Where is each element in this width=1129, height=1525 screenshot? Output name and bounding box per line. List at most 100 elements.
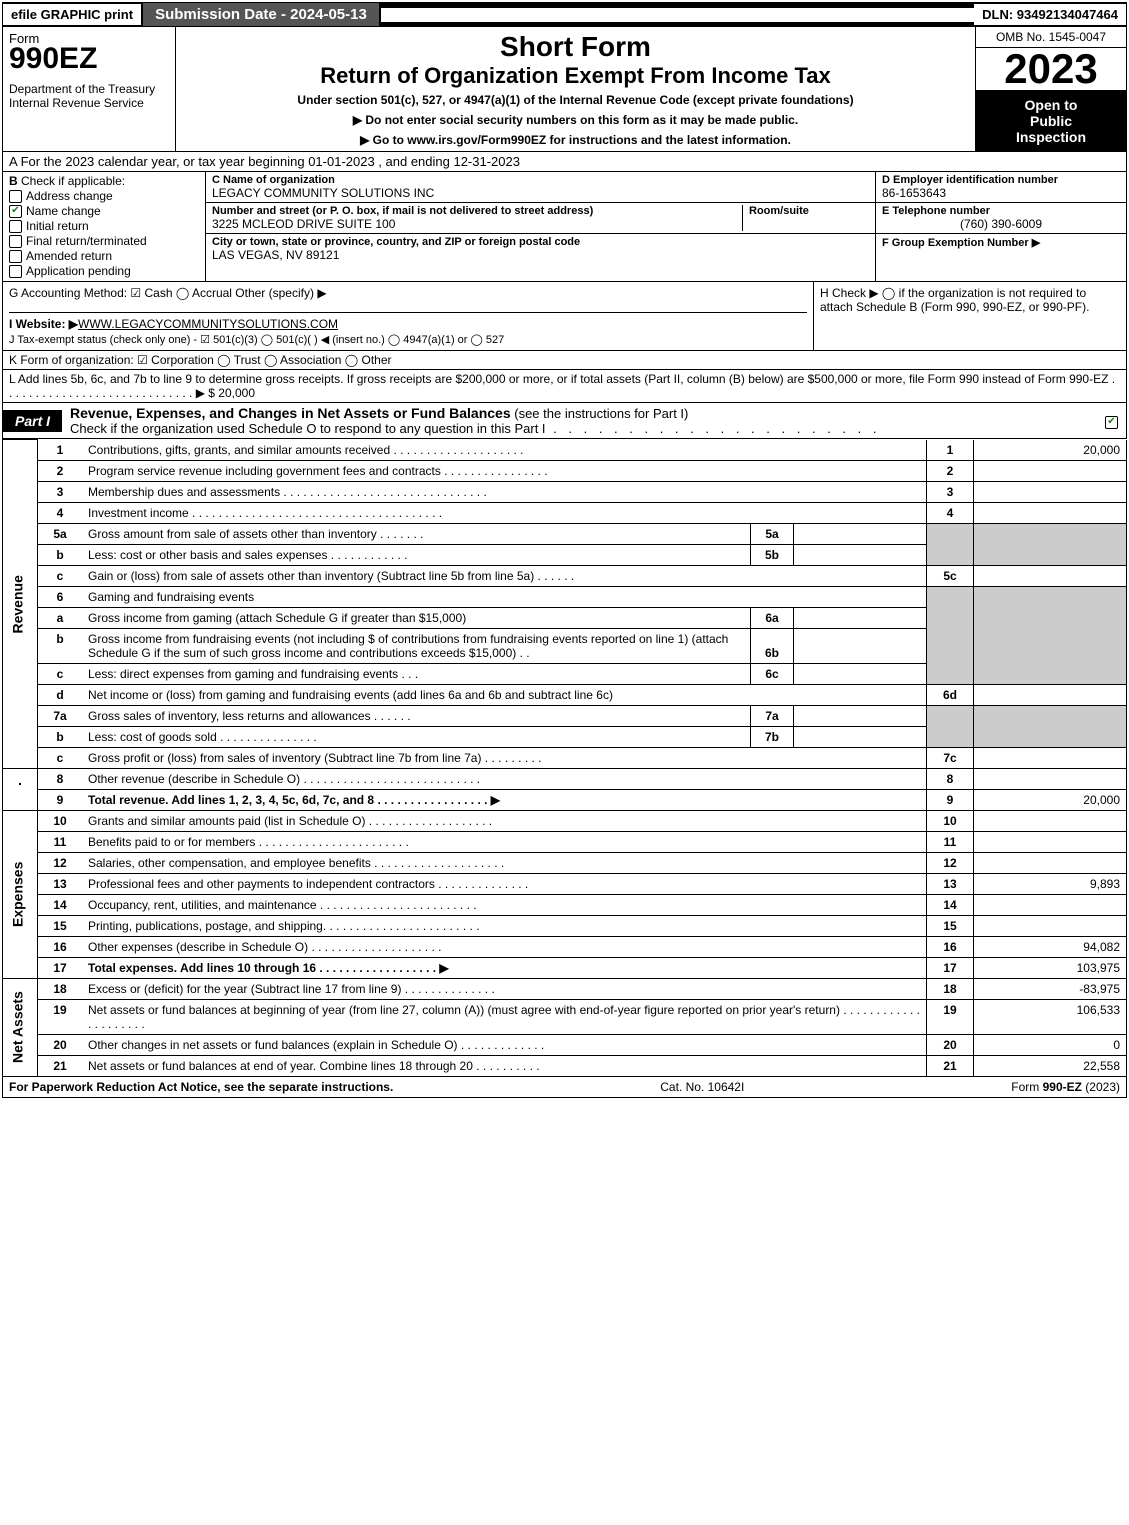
tel-row: E Telephone number (760) 390-6009 [876, 203, 1126, 234]
checkbox-initial[interactable] [9, 220, 22, 233]
cb-final[interactable]: Final return/terminated [9, 234, 199, 248]
l16-num: 16 [38, 936, 83, 957]
open2: Public [980, 113, 1122, 129]
l4-rval [974, 502, 1127, 523]
form-num: 990EZ [9, 42, 169, 76]
l16-desc: Other expenses (describe in Schedule O) … [82, 936, 927, 957]
checkbox-pending[interactable] [9, 265, 22, 278]
l10-rval [974, 810, 1127, 831]
checkbox-amended[interactable] [9, 250, 22, 263]
dln: DLN: 93492134047464 [974, 4, 1126, 25]
lines-table: Revenue 1 Contributions, gifts, grants, … [2, 439, 1127, 1077]
l15-num: 15 [38, 915, 83, 936]
ein: 86-1653643 [882, 186, 1120, 200]
l6a-num: a [38, 607, 83, 628]
l13-num: 13 [38, 873, 83, 894]
l2-rnum: 2 [927, 460, 974, 481]
irs: Internal Revenue Service [9, 96, 169, 110]
l11-rval [974, 831, 1127, 852]
l13-rnum: 13 [927, 873, 974, 894]
l2-num: 2 [38, 460, 83, 481]
l18-desc: Excess or (deficit) for the year (Subtra… [82, 978, 927, 999]
l6a-desc: Gross income from gaming (attach Schedul… [82, 607, 751, 628]
info-block: B Check if applicable: Address change Na… [2, 172, 1127, 282]
org-name-lbl: C Name of organization [212, 174, 869, 186]
l20-num: 20 [38, 1034, 83, 1055]
l5b-num: b [38, 544, 83, 565]
l5c-num: c [38, 565, 83, 586]
l5a-num: 5a [38, 523, 83, 544]
l6a-mval [794, 607, 927, 628]
l8-rnum: 8 [927, 768, 974, 789]
l19-rval: 106,533 [974, 999, 1127, 1034]
under-section: Under section 501(c), 527, or 4947(a)(1)… [182, 93, 969, 107]
l9-rval: 20,000 [974, 789, 1127, 810]
l1-desc: Contributions, gifts, grants, and simila… [82, 440, 927, 461]
l6-desc: Gaming and fundraising events [82, 586, 927, 607]
l6-shade2 [974, 586, 1127, 684]
grp-lbl: F Group Exemption Number ▶ [882, 236, 1120, 249]
l19-desc: Net assets or fund balances at beginning… [82, 999, 927, 1034]
l6b-desc: Gross income from fundraising events (no… [82, 628, 751, 663]
l15-rval [974, 915, 1127, 936]
cb-amended[interactable]: Amended return [9, 249, 199, 263]
checkbox-address[interactable] [9, 190, 22, 203]
l21-desc: Net assets or fund balances at end of ye… [82, 1055, 927, 1076]
l5b-mval [794, 544, 927, 565]
part-i-header: Part I Revenue, Expenses, and Changes in… [2, 403, 1127, 439]
cb-initial[interactable]: Initial return [9, 219, 199, 233]
l8-num: 8 [38, 768, 83, 789]
l6c-mid: 6c [751, 663, 794, 684]
checkbox-name[interactable] [9, 205, 22, 218]
cb-pending[interactable]: Application pending [9, 264, 199, 278]
dept: Department of the Treasury [9, 82, 169, 96]
header-left: Form 990EZ Department of the Treasury In… [3, 27, 176, 151]
below-right: H Check ▶ ◯ if the organization is not r… [813, 282, 1126, 350]
l6-num: 6 [38, 586, 83, 607]
ein-lbl: D Employer identification number [882, 174, 1120, 186]
l5-shade [927, 523, 974, 565]
l3-num: 3 [38, 481, 83, 502]
l1-rnum: 1 [927, 440, 974, 461]
l7-shade [927, 705, 974, 747]
l11-desc: Benefits paid to or for members . . . . … [82, 831, 927, 852]
l14-desc: Occupancy, rent, utilities, and maintena… [82, 894, 927, 915]
room-lbl: Room/suite [749, 205, 869, 217]
part-i-title: Revenue, Expenses, and Changes in Net As… [62, 403, 1097, 438]
topbar-spacer [381, 8, 974, 22]
return-title: Return of Organization Exempt From Incom… [182, 63, 969, 89]
city: LAS VEGAS, NV 89121 [212, 248, 869, 262]
addr: 3225 MCLEOD DRIVE SUITE 100 [212, 217, 742, 231]
l3-rval [974, 481, 1127, 502]
l7c-rval [974, 747, 1127, 768]
part-i-sub: Check if the organization used Schedule … [70, 421, 546, 436]
l7a-mval [794, 705, 927, 726]
header-mid: Short Form Return of Organization Exempt… [176, 27, 975, 151]
org-name-row: C Name of organization LEGACY COMMUNITY … [206, 172, 875, 203]
part-i-title-rest: (see the instructions for Part I) [511, 406, 689, 421]
l19-num: 19 [38, 999, 83, 1034]
line-i-val[interactable]: WWW.LEGACYCOMMUNITYSOLUTIONS.COM [78, 317, 338, 331]
short-form-title: Short Form [182, 31, 969, 63]
l20-rnum: 20 [927, 1034, 974, 1055]
l6a-mid: 6a [751, 607, 794, 628]
l8-desc: Other revenue (describe in Schedule O) .… [82, 768, 927, 789]
cb-pending-lbl: Application pending [26, 264, 131, 278]
schedule-o-checkbox[interactable] [1105, 416, 1118, 429]
l10-desc: Grants and similar amounts paid (list in… [82, 810, 927, 831]
l17-desc-b: Total expenses. Add lines 10 through 16 … [88, 961, 449, 975]
b-label: B [9, 174, 18, 188]
l14-rnum: 14 [927, 894, 974, 915]
part-i-check[interactable] [1097, 411, 1126, 431]
part-i-sub-dots: . . . . . . . . . . . . . . . . . . . . … [546, 421, 881, 436]
open-to-public: Open to Public Inspection [976, 91, 1126, 151]
cb-initial-lbl: Initial return [26, 219, 89, 233]
checkbox-final[interactable] [9, 235, 22, 248]
footer-left: For Paperwork Reduction Act Notice, see … [9, 1080, 393, 1094]
cb-address[interactable]: Address change [9, 189, 199, 203]
open1: Open to [980, 97, 1122, 113]
cb-name[interactable]: Name change [9, 204, 199, 218]
efile-print[interactable]: efile GRAPHIC print [3, 4, 141, 25]
cb-final-lbl: Final return/terminated [26, 234, 147, 248]
l11-rnum: 11 [927, 831, 974, 852]
